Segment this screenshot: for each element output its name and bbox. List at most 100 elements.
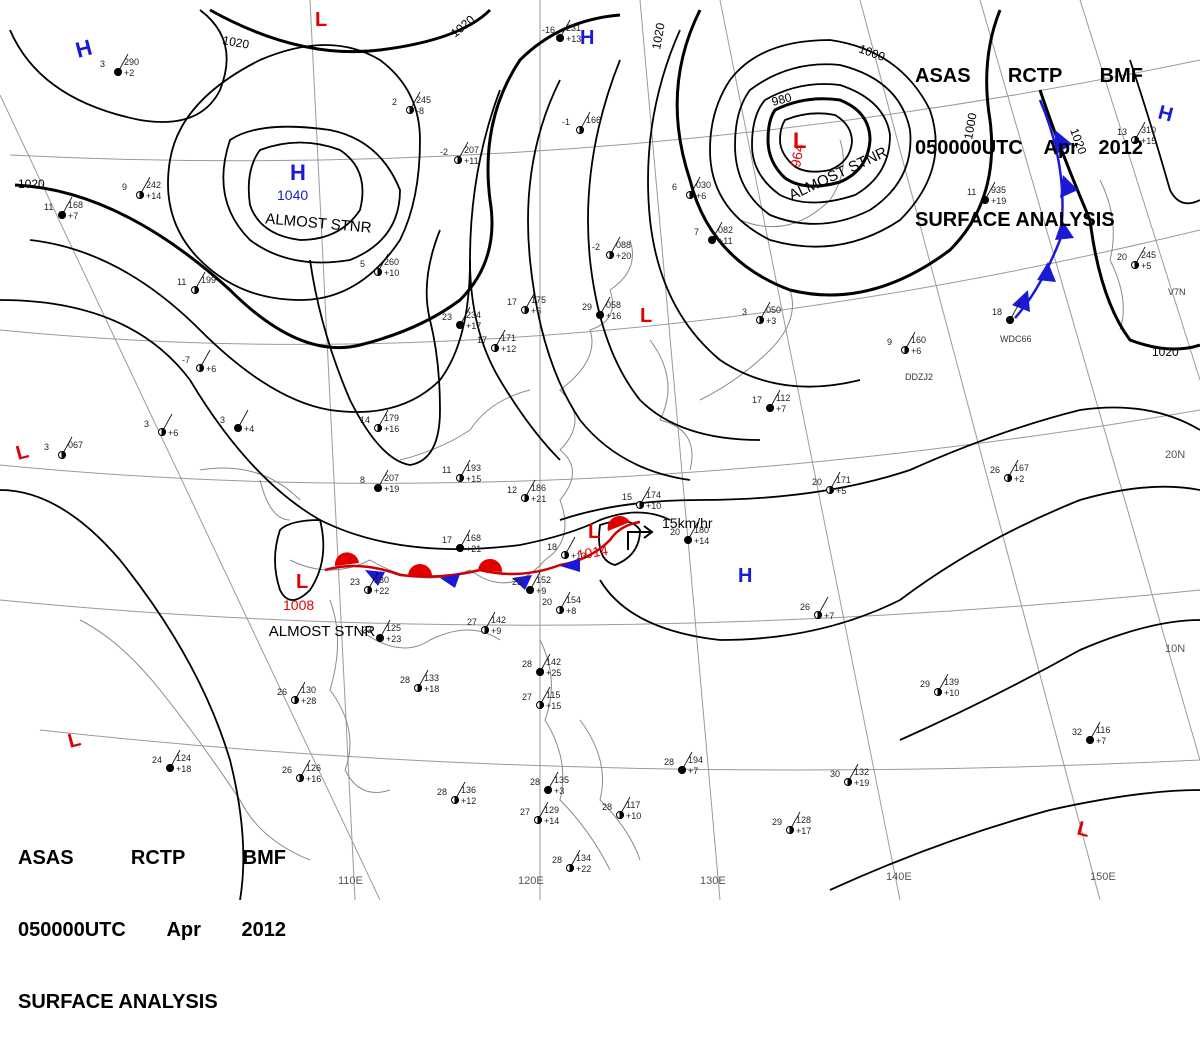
station-tendency: +13 [566, 34, 581, 44]
wind-barb [904, 331, 916, 351]
stationary-note-text: ALMOST STNR [269, 623, 376, 640]
station-plot: -16 231+13 [542, 19, 581, 44]
station-temperature: 24 [152, 755, 162, 765]
wind-barb [559, 591, 571, 611]
wind-barb [61, 196, 73, 216]
wind-barb [564, 536, 576, 556]
low-pressure-value: 1008 [283, 597, 314, 613]
station-plot: 11 935+19 [967, 181, 1006, 206]
station-plot: 26 +7 [800, 596, 834, 621]
product-name: SURFACE ANALYSIS [915, 209, 1115, 231]
station-tendency: +20 [616, 251, 631, 261]
station-plot: 3 067 [44, 436, 83, 460]
wind-barb [117, 53, 129, 73]
station-temperature: 3 [742, 307, 747, 317]
station-pressure: 030 [696, 180, 711, 190]
station-plot: 23 125+23 [362, 619, 401, 644]
station-tendency: +28 [301, 696, 316, 706]
station-tendency: +6 [911, 346, 921, 356]
station-plot: 28 135+3 [530, 771, 569, 796]
wind-barb [937, 673, 949, 693]
station-tendency: +22 [374, 586, 389, 596]
station-temperature: 18 [992, 307, 1002, 317]
station-tendency: -8 [416, 106, 424, 116]
wind-barb [539, 653, 551, 673]
station-temperature: 28 [602, 802, 612, 812]
header-line-2: 050000UTC Apr 2012 [915, 136, 1143, 160]
station-pressure: 290 [124, 57, 139, 67]
station-plot: 11 193+15 [442, 459, 481, 484]
isobars [0, 8, 1200, 900]
wind-barb [294, 681, 306, 701]
station-pressure: 935 [991, 185, 1006, 195]
wind-barb [459, 459, 471, 479]
station-tendency: +19 [991, 196, 1006, 206]
station-pressure: 124 [176, 753, 191, 763]
station-pressure: 199 [201, 275, 216, 285]
station-plot: 17 175+6 [507, 291, 546, 316]
longitude-label: 120E [518, 875, 544, 887]
low-center-symbol: L [588, 521, 600, 543]
wind-barb [459, 529, 471, 549]
station-temperature: 29 [920, 679, 930, 689]
station-pressure: 179 [384, 413, 399, 423]
station-pressure: 142 [491, 615, 506, 625]
station-tendency: +13 [571, 551, 586, 561]
station-plot: -2 207+11 [440, 141, 479, 166]
station-tendency: +21 [531, 494, 546, 504]
wind-barb [529, 571, 541, 591]
wind-barb [847, 763, 859, 783]
wind-barb [377, 253, 389, 273]
station-temperature: 28 [530, 777, 540, 787]
station-plot: 23 130+22 [350, 571, 389, 596]
station-plot: 20 171+5 [812, 471, 851, 496]
station-plot: 32 116+7 [1072, 721, 1110, 746]
station-temperature: 30 [830, 769, 840, 779]
station-temperature: 15 [622, 492, 632, 502]
station-pressure: 231 [566, 23, 581, 33]
wind-barb [1134, 246, 1146, 266]
station-plot: 23 234+17 [442, 306, 481, 331]
station-plot: 8 207+19 [360, 469, 399, 494]
station-temperature: 2 [392, 97, 397, 107]
wind-barb [537, 801, 549, 821]
wind-barb [299, 759, 311, 779]
station-tendency: +7 [776, 404, 786, 414]
isobar-label: 1020 [1152, 345, 1179, 359]
station-tendency: +6 [168, 428, 178, 438]
station-pressure: 171 [836, 475, 851, 485]
station-tendency: +19 [854, 778, 869, 788]
wind-barb [829, 471, 841, 491]
high-center-symbol: H [73, 35, 95, 63]
station-tendency: +14 [694, 536, 709, 546]
station-tendency: +12 [461, 796, 476, 806]
motion-arrow [627, 525, 654, 550]
station-temperature: 14 [360, 415, 370, 425]
station-plot: 2 245-8 [392, 91, 431, 116]
header-line-1: ASAS RCTP BMF [18, 846, 286, 870]
station-tendency: +14 [146, 191, 161, 201]
station-tendency: +16 [606, 311, 621, 321]
station-pressure: 166 [586, 115, 601, 125]
stationary-note: ALMOST STNR [269, 623, 376, 640]
wind-barb [454, 781, 466, 801]
station-plot: -2 088+20 [592, 236, 631, 261]
station-tendency: +5 [1141, 261, 1151, 271]
wind-barb [579, 111, 591, 131]
wind-barb [599, 296, 611, 316]
wind-barb [457, 141, 469, 161]
station-pressure: 134 [576, 853, 591, 863]
station-tendency: +15 [466, 474, 481, 484]
station-temperature: 26 [277, 687, 287, 697]
wind-barb [139, 176, 151, 196]
station-tendency: +10 [626, 811, 641, 821]
station-temperature: 26 [800, 602, 810, 612]
station-pressure: 135 [554, 775, 569, 785]
wind-barb [199, 349, 211, 369]
station-plot: 28 194+7 [664, 751, 703, 776]
station-temperature: 20 [542, 597, 552, 607]
low-center-symbol: L [66, 728, 83, 752]
station-plot: 29 058+16 [582, 296, 621, 321]
station-pressure: 129 [544, 805, 559, 815]
